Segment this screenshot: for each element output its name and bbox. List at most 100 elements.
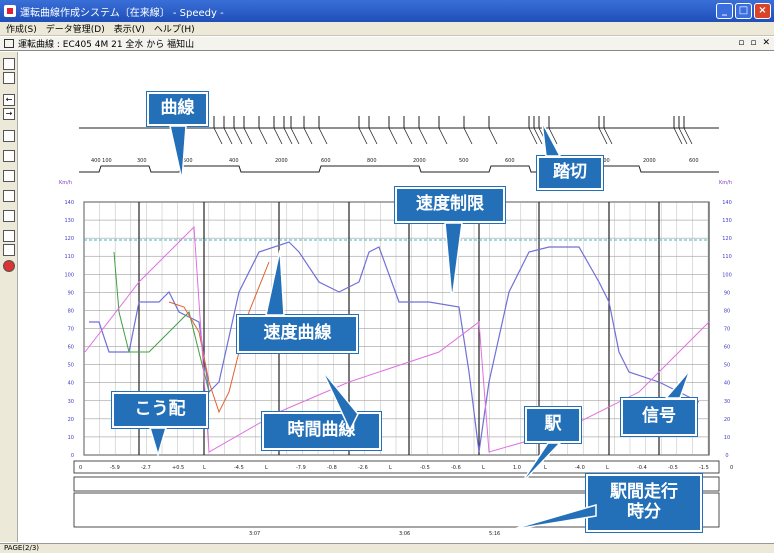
gradient-label: -7.9: [296, 465, 306, 471]
gradient-label: L: [482, 465, 485, 471]
gradient-label: -1.5: [699, 465, 709, 471]
crossing-leader: [258, 127, 268, 145]
crossing-leader: [388, 127, 398, 145]
curve-radius-label: 800: [367, 158, 377, 164]
crossing-leader: [603, 127, 613, 145]
menu-item-help[interactable]: ヘルプ(H): [153, 25, 195, 35]
run-time-label: 3:07: [249, 531, 260, 537]
vertical-toolbar: ← →: [0, 52, 18, 542]
document-title: 運転曲線 : EC405 4M 21 全水 から 福知山: [18, 40, 195, 50]
film-icon[interactable]: [3, 210, 15, 222]
close-button[interactable]: ×: [754, 3, 771, 19]
left-axis-tick: 30: [68, 399, 74, 405]
save-icon[interactable]: [3, 130, 15, 142]
disk-icon[interactable]: [3, 150, 15, 162]
left-axis-unit: Km/h: [59, 180, 72, 186]
callout-time-curve: 時間曲線: [262, 412, 381, 450]
left-axis-tick: 80: [68, 308, 74, 314]
crossing-leader: [488, 127, 498, 145]
curve-radius-label: 600: [505, 158, 515, 164]
crossing-leader: [438, 127, 448, 145]
right-axis-tick: 20: [724, 417, 730, 423]
callout-station: 駅: [525, 407, 581, 443]
right-axis-tick: 90: [724, 290, 730, 296]
braking-curve-green: [113, 251, 210, 393]
app-icon: [4, 5, 16, 17]
gradient-label: -0.6: [451, 465, 461, 471]
window-title: 運転曲線作成システム〔在来線〕 - Speedy -: [20, 7, 224, 19]
left-axis-tick: 60: [68, 345, 74, 351]
right-axis-tick: 60: [724, 345, 730, 351]
crossing-leader: [528, 127, 538, 145]
gradient-label: 1.0: [513, 465, 521, 471]
crossing-leader: [463, 127, 473, 145]
crossing-leader: [318, 127, 328, 145]
gradient-label: L: [544, 465, 547, 471]
callout-gradient: こう配: [112, 392, 208, 428]
prev-arrow-icon[interactable]: ←: [3, 94, 15, 106]
crossing-leader: [283, 127, 293, 145]
right-axis-tick: 70: [724, 327, 730, 333]
menu-item-view[interactable]: 表示(V): [113, 25, 145, 35]
stop-icon[interactable]: [3, 260, 15, 272]
curve-radius-label: 600: [689, 158, 699, 164]
right-axis-tick: 30: [724, 399, 730, 405]
right-axis-tick: 80: [724, 308, 730, 314]
doc-close-icon[interactable]: ✕: [762, 38, 770, 48]
folder-icon[interactable]: [3, 230, 15, 242]
crossing-leader: [538, 127, 548, 145]
crossing-leader: [303, 127, 313, 145]
page-icon[interactable]: [3, 190, 15, 202]
curve-radius-label: 2000: [275, 158, 288, 164]
gradient-label: -0.5: [668, 465, 678, 471]
menu-item-data[interactable]: データ管理(D): [45, 25, 105, 35]
print-icon[interactable]: [3, 170, 15, 182]
next-arrow-icon[interactable]: →: [3, 108, 15, 120]
status-bar: PAGE(2/3): [0, 543, 774, 553]
crossing-leader: [213, 127, 223, 145]
gradient-label: 0: [730, 465, 733, 471]
right-axis-unit: Km/h: [719, 180, 732, 186]
callout-speed-limit: 速度制限: [395, 187, 505, 223]
doc-restore-icon[interactable]: ▫: [750, 38, 757, 48]
run-curve-canvas: 400 100300500400200060080020005006003002…: [19, 52, 774, 542]
gradient-label: L: [389, 465, 392, 471]
curve-radius-label: 2000: [413, 158, 426, 164]
crossing-leader: [403, 127, 413, 145]
right-axis-tick: 0: [725, 453, 728, 459]
curve-radius-label: 400 100: [91, 158, 112, 164]
edit-icon[interactable]: [3, 58, 15, 70]
menu-bar: 作成(S) データ管理(D) 表示(V) ヘルプ(H): [0, 22, 774, 36]
gradient-label: 0: [79, 465, 82, 471]
left-axis-tick: 0: [71, 453, 74, 459]
right-axis-tick: 120: [722, 236, 732, 242]
run-time-label: 5:16: [489, 531, 500, 537]
crossing-leader: [678, 127, 688, 145]
km-row: [73, 492, 720, 528]
curve-radius-label: 500: [183, 158, 193, 164]
menu-item-create[interactable]: 作成(S): [6, 25, 37, 35]
curve-radius-label: 400: [229, 158, 239, 164]
gradient-label: L: [203, 465, 206, 471]
crossing-leader: [368, 127, 378, 145]
maximize-button[interactable]: □: [735, 3, 752, 19]
left-axis-tick: 100: [64, 272, 74, 278]
gradient-label: -5.9: [110, 465, 120, 471]
right-axis-tick: 10: [724, 435, 730, 441]
curve-radius-label: 2000: [597, 158, 610, 164]
gradient-label: -4.0: [575, 465, 585, 471]
crossing-leader: [243, 127, 253, 145]
speed-curve: [89, 241, 700, 453]
page-number-icon[interactable]: [3, 72, 15, 84]
gradient-label: -0.5: [420, 465, 430, 471]
minimize-button[interactable]: _: [716, 3, 733, 19]
gradient-label: -2.6: [358, 465, 368, 471]
left-axis-tick: 70: [68, 327, 74, 333]
gradient-label: L: [606, 465, 609, 471]
callout-run-time: 駅間走行 時分: [586, 474, 702, 532]
callout-signal: 信号: [621, 398, 697, 436]
gradient-label: +0.5: [172, 465, 184, 471]
doc-minimize-icon[interactable]: ▫: [738, 38, 745, 48]
crossing-leader: [683, 127, 693, 145]
lock-icon[interactable]: [3, 244, 15, 256]
